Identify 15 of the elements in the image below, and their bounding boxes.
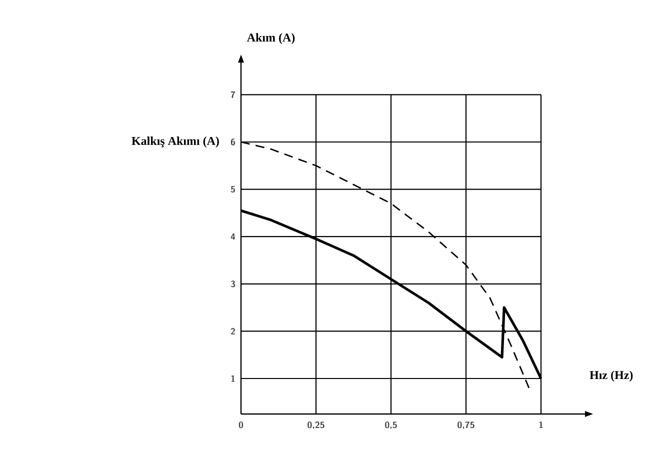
y-tick-label: 3 (230, 280, 236, 288)
y-axis-title: Akım (A) (246, 33, 295, 44)
y-tick-label: 2 (230, 328, 235, 334)
text: Kalkış Akımı (A) (132, 136, 219, 148)
x-tick-label: 0,25 (308, 422, 324, 429)
x-tick-label: 0,5 (385, 422, 397, 429)
x-tick-label: 0 (238, 422, 244, 428)
y-tick-label: 6 (230, 138, 236, 146)
x-tick-label: 0,75 (458, 422, 474, 429)
x-axis-title: Hız (Hz) (590, 370, 633, 382)
y-tick-label: 1 (231, 375, 235, 382)
x-tick-label: 1 (539, 422, 543, 428)
y-tick-label: 5 (230, 186, 235, 193)
y-tick-label: 4 (230, 233, 236, 240)
y-tick-label: 7 (230, 92, 236, 98)
